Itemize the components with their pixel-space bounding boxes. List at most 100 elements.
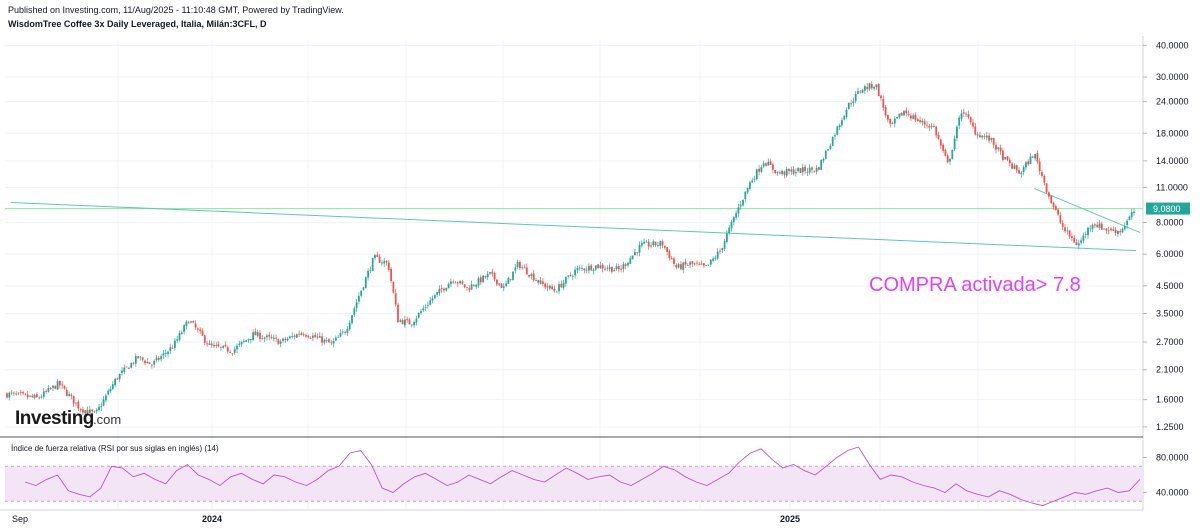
candle [383,257,386,268]
candle [514,264,517,274]
candle [502,283,505,292]
candle [413,320,415,328]
candle [56,378,59,390]
candle [548,284,551,291]
candle [735,210,737,221]
candle [560,280,563,288]
candle [79,408,82,413]
candle [882,95,885,111]
candle [489,272,491,275]
candle [680,261,682,271]
candle [873,85,875,91]
published-info: Published on Investing.com, 11/Aug/2025 … [8,5,344,15]
candle [728,224,731,236]
candle [247,338,250,343]
candle [774,170,777,174]
candle [567,275,570,279]
candle [348,320,351,332]
candle [6,392,8,399]
candle [847,102,850,110]
candle [696,260,698,266]
candle [808,163,811,175]
candle [519,260,521,271]
rsi-title: Índice de fuerza relativa (RSI por sus s… [11,444,219,453]
candle [1002,147,1004,162]
candle [215,341,218,349]
candle [601,263,604,273]
candle [358,292,360,305]
candle [121,367,123,376]
candle [1043,174,1046,186]
candle [284,336,287,344]
candle [1105,227,1108,234]
candle [528,274,530,279]
candle [151,363,153,369]
candle [781,169,783,176]
candle [990,137,993,143]
candle [1008,157,1011,167]
candle [889,118,892,128]
candle [880,94,882,101]
candle [985,131,988,141]
candle [1098,220,1101,230]
candle [116,377,119,381]
candle [141,356,144,363]
candle [1128,215,1131,221]
candle [981,135,984,140]
candle [953,135,956,152]
candle [767,158,770,166]
y-tick-label: 4.5000 [1156,281,1184,291]
candle [109,386,112,394]
candle [923,118,926,129]
candle [979,131,981,138]
candle [755,168,758,181]
candle [643,238,645,245]
candle [29,395,31,398]
candle [500,283,503,288]
candle [132,361,135,366]
candle [788,168,790,175]
candle [592,267,595,275]
candle [555,290,558,293]
candle [875,84,878,91]
candle [659,240,662,249]
candle [829,143,832,150]
candle [631,255,634,260]
candle [369,266,372,274]
candle [95,408,98,414]
last-price-label: 9.0800 [1153,204,1181,214]
candle [942,142,944,154]
candle [896,116,898,120]
y-tick-label: 6.0000 [1156,249,1184,259]
candle [417,312,420,319]
candle [1061,219,1064,231]
candle [259,329,261,342]
candle [546,283,549,292]
candle [128,367,130,369]
candle [574,266,576,279]
candle [726,230,728,244]
candle [1126,218,1128,229]
candle [859,90,862,94]
candle [1094,223,1096,228]
candle [912,113,915,120]
candle [440,284,443,293]
candle [946,153,949,164]
candle [233,346,236,355]
candle [758,164,760,176]
candle [1066,226,1069,235]
candle [1041,169,1043,178]
candle [783,170,786,179]
candle [926,121,928,129]
candle [36,392,38,398]
candle [450,278,452,288]
candle [286,336,289,342]
candle [565,276,567,287]
candle [171,344,174,350]
candle [999,144,1002,155]
candle [362,286,365,291]
x-tick-label: Sep [12,514,28,524]
candle [944,148,947,157]
candle [466,286,468,291]
